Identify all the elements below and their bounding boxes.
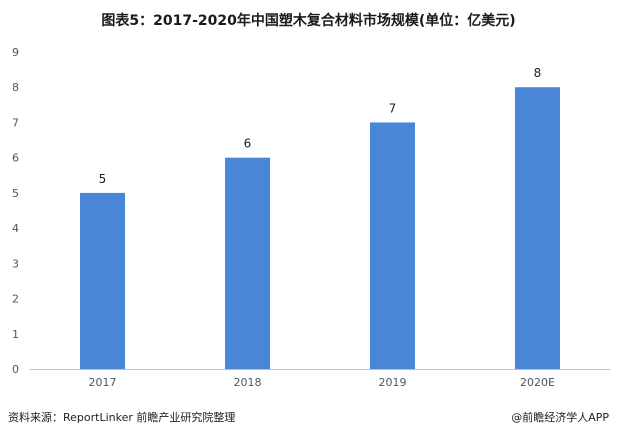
- y-tick-label: 1: [12, 328, 19, 341]
- x-tick-label: 2017: [89, 376, 117, 389]
- y-axis: 0 1 2 3 4 5 6 7 8 9: [12, 46, 19, 376]
- x-tick-label: 2019: [379, 376, 407, 389]
- y-tick-label: 5: [12, 187, 19, 200]
- brand-credit: @前瞻经济学人APP: [511, 411, 609, 424]
- x-tick-label: 2020E: [520, 376, 555, 389]
- y-tick-label: 6: [12, 152, 19, 165]
- data-label-2020E: 8: [534, 66, 542, 80]
- bar-2017: [80, 192, 125, 369]
- y-tick-label: 3: [12, 257, 19, 270]
- bars: 5 6 7 8: [80, 66, 560, 369]
- y-tick-label: 7: [12, 116, 19, 129]
- x-tick-label: 2018: [234, 376, 262, 389]
- y-tick-label: 8: [12, 81, 19, 94]
- y-tick-label: 4: [12, 222, 19, 235]
- footer: 资料来源：ReportLinker 前瞻产业研究院整理 @前瞻经济学人APP: [8, 406, 609, 428]
- chart-title: 图表5：2017-2020年中国塑木复合材料市场规模(单位：亿美元): [101, 13, 516, 29]
- data-label-2019: 7: [389, 101, 397, 115]
- data-label-2018: 6: [244, 137, 252, 151]
- y-tick-label: 0: [12, 363, 19, 376]
- y-tick-label: 9: [12, 46, 19, 59]
- source-note: 资料来源：ReportLinker 前瞻产业研究院整理: [8, 411, 236, 424]
- x-axis: 2017 2018 2019 2020E: [89, 376, 556, 389]
- bar-2018: [225, 157, 270, 369]
- y-tick-label: 2: [12, 293, 19, 306]
- data-label-2017: 5: [99, 172, 107, 186]
- bar-2020E: [515, 87, 560, 369]
- bar-2019: [370, 122, 415, 369]
